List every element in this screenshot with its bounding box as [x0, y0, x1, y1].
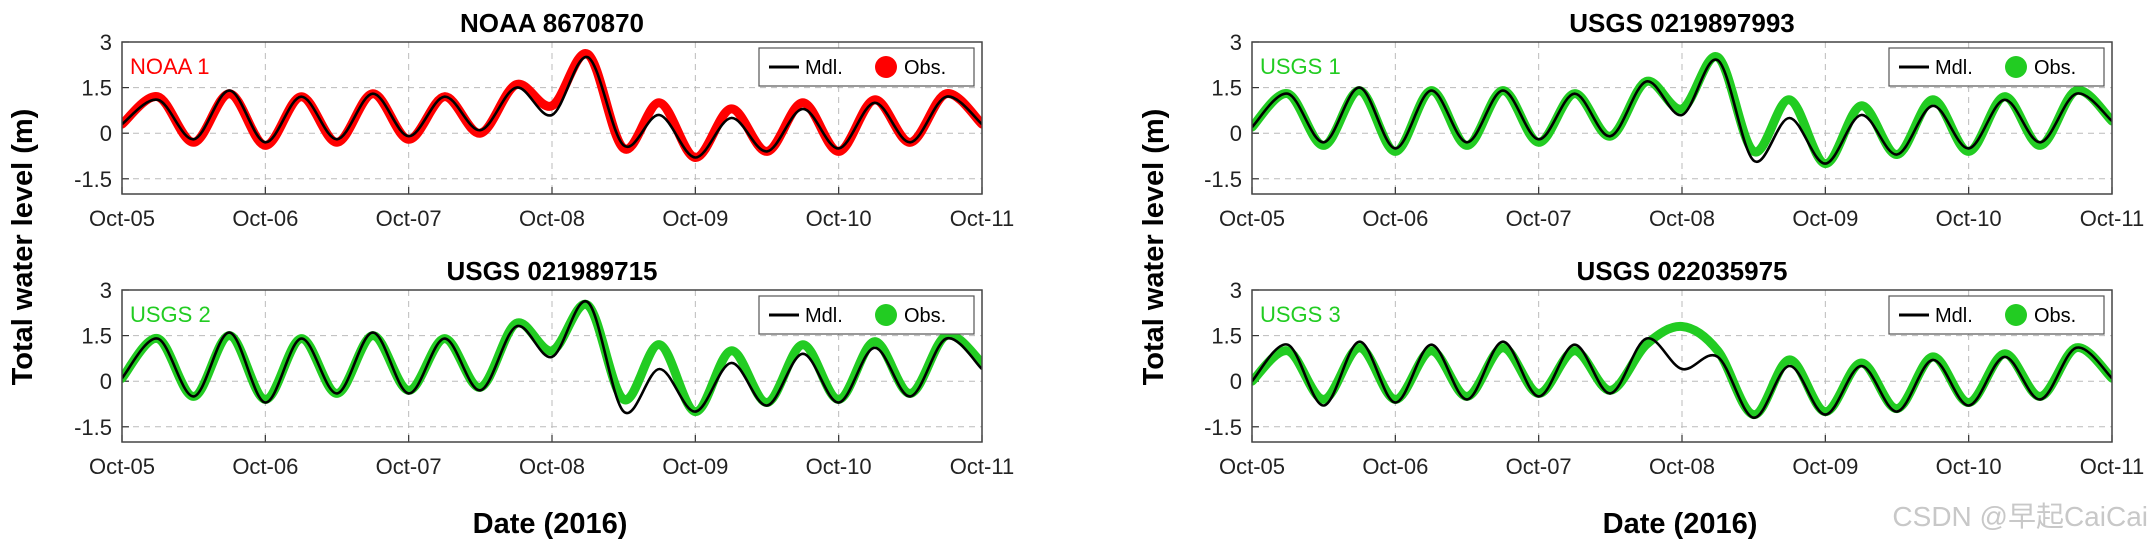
chart-panel-4: USGS 022035975 -1.5 0 1.5 3 Oct-05 Oct-06 Oct-0…: [1204, 256, 2144, 479]
station-label: USGS 3: [1260, 302, 1341, 327]
plot-frame: [121, 41, 983, 195]
legend: Mdl. Obs.: [1888, 295, 2105, 335]
legend-model-label: Mdl.: [1935, 305, 1973, 327]
y-axis-label-left: Total water level (m): [7, 109, 39, 386]
chart-panel-2: USGS 0219897993 -1.5 0 1.5 3 Oct-05 Oct-06 Oct-…: [1204, 8, 2144, 231]
y-tick-label: 1.5: [1211, 324, 1242, 349]
model-series-line: [1252, 337, 2112, 419]
x-tick-label: Oct-07: [1506, 206, 1572, 231]
y-axis-label-right: Total water level (m): [1138, 109, 1170, 386]
legend-obs-swatch: [875, 304, 897, 326]
x-tick-label: Oct-08: [1649, 206, 1715, 231]
obs-series-line: [1252, 52, 2112, 169]
x-tick-label: Oct-07: [1506, 454, 1572, 479]
station-label: USGS 2: [130, 302, 211, 327]
y-tick-label: 3: [100, 30, 112, 55]
x-tick-label: Oct-11: [2080, 206, 2144, 231]
x-tick-label: Oct-11: [950, 206, 1014, 231]
watermark: CSDN @早起CaiCai: [1892, 501, 2148, 532]
x-tick-label: Oct-06: [232, 206, 298, 231]
legend-obs-label: Obs.: [2034, 305, 2076, 327]
x-tick-label: Oct-06: [1362, 454, 1428, 479]
station-label: NOAA 1: [130, 54, 209, 79]
legend-model-label: Mdl.: [805, 57, 843, 79]
x-tick-label: Oct-07: [376, 454, 442, 479]
y-tick-label: -1.5: [1204, 167, 1242, 192]
x-tick-label: Oct-05: [89, 206, 155, 231]
x-tick-label: Oct-05: [1219, 206, 1285, 231]
series-group: [122, 300, 982, 417]
obs-series-line: [122, 300, 982, 417]
x-tick-label: Oct-06: [1362, 206, 1428, 231]
x-tick-label: Oct-06: [232, 454, 298, 479]
legend: Mdl. Obs.: [758, 295, 975, 335]
y-tick-label: 3: [1230, 278, 1242, 303]
series-group: [1252, 321, 2112, 420]
model-series-line: [122, 55, 982, 159]
legend-obs-swatch: [2005, 56, 2027, 78]
obs-series-line: [122, 49, 982, 162]
legend-obs-label: Obs.: [904, 305, 946, 327]
x-tick-label: Oct-11: [950, 454, 1014, 479]
chart-title: USGS 021989715: [446, 256, 657, 286]
y-tick-label: 1.5: [1211, 76, 1242, 101]
x-tick-label: Oct-07: [376, 206, 442, 231]
x-tick-label: Oct-08: [519, 454, 585, 479]
legend-obs-swatch: [875, 56, 897, 78]
x-tick-label: Oct-10: [1936, 454, 2002, 479]
chart-panel-3: USGS 021989715 -1.5 0 1.5 3 Oct-05 Oct-06 Oct-0…: [74, 256, 1014, 479]
x-tick-label: Oct-05: [1219, 454, 1285, 479]
y-tick-label: 0: [100, 121, 112, 146]
y-tick-label: -1.5: [74, 167, 112, 192]
y-tick-label: 3: [100, 278, 112, 303]
x-tick-label: Oct-09: [1792, 454, 1858, 479]
y-tick-label: 0: [1230, 121, 1242, 146]
y-tick-label: 3: [1230, 30, 1242, 55]
y-tick-label: 0: [100, 369, 112, 394]
y-tick-label: -1.5: [74, 415, 112, 440]
plot-frame: [1251, 41, 2113, 195]
legend-obs-label: Obs.: [2034, 57, 2076, 79]
x-axis-label-left: Date (2016): [473, 508, 628, 540]
x-tick-label: Oct-05: [89, 454, 155, 479]
chart-panel-1: NOAA 8670870 -1.5 0 1.5 3 Oct-05 Oct-06 Oct-07 O…: [74, 8, 1014, 231]
plot-frame: [121, 289, 983, 443]
x-tick-label: Oct-09: [662, 206, 728, 231]
chart-title: USGS 0219897993: [1569, 8, 1795, 38]
model-series-line: [1252, 58, 2112, 165]
legend-model-label: Mdl.: [1935, 57, 1973, 79]
x-axis-label-right: Date (2016): [1603, 508, 1758, 540]
legend: Mdl. Obs.: [1888, 47, 2105, 87]
plot-frame: [1251, 289, 2113, 443]
series-group: [122, 49, 982, 162]
x-tick-label: Oct-08: [1649, 454, 1715, 479]
y-tick-label: 1.5: [81, 76, 112, 101]
x-tick-label: Oct-09: [1792, 206, 1858, 231]
legend: Mdl. Obs.: [758, 47, 975, 87]
x-tick-label: Oct-10: [806, 454, 872, 479]
chart-title: NOAA 8670870: [460, 8, 644, 38]
chart-title: USGS 022035975: [1576, 256, 1787, 286]
x-tick-label: Oct-09: [662, 454, 728, 479]
obs-series-line: [1252, 321, 2112, 420]
series-group: [1252, 52, 2112, 169]
model-series-line: [122, 300, 982, 415]
y-tick-label: 1.5: [81, 324, 112, 349]
legend-model-label: Mdl.: [805, 305, 843, 327]
legend-obs-label: Obs.: [904, 57, 946, 79]
station-label: USGS 1: [1260, 54, 1341, 79]
x-tick-label: Oct-11: [2080, 454, 2144, 479]
x-tick-label: Oct-08: [519, 206, 585, 231]
legend-box: [758, 295, 975, 335]
x-tick-label: Oct-10: [806, 206, 872, 231]
x-tick-label: Oct-10: [1936, 206, 2002, 231]
legend-obs-swatch: [2005, 304, 2027, 326]
y-tick-label: -1.5: [1204, 415, 1242, 440]
y-tick-label: 0: [1230, 369, 1242, 394]
